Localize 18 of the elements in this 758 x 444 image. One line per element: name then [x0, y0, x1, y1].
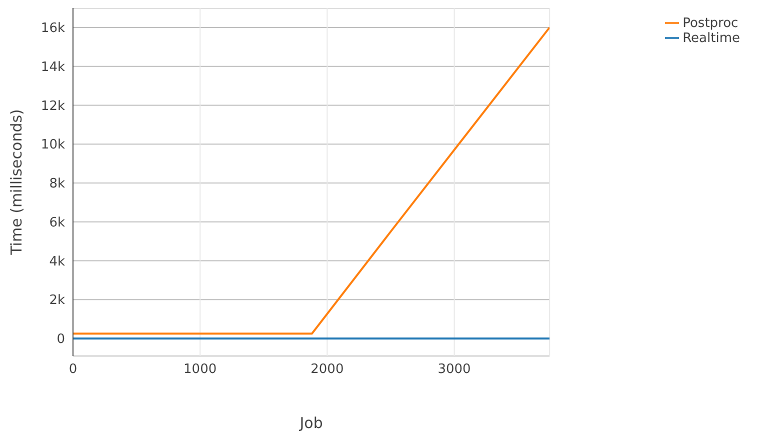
y-tick-label: 0 [56, 332, 65, 348]
y-tick-label: 8k [49, 176, 66, 192]
y-tick-label: 6k [49, 215, 66, 230]
x-tick-label: 0 [68, 362, 78, 378]
line-series [73, 26, 550, 335]
y-axis-title: Time (milliseconds) [7, 109, 26, 256]
legend-label: Postproc [682, 16, 738, 31]
x-axis-title: Job [298, 414, 323, 432]
y-tick-label: 2k [49, 293, 66, 308]
x-tick-label: 1000 [184, 362, 217, 378]
legend-label: Realtime [682, 31, 740, 46]
y-tick-label: 4k [49, 254, 66, 270]
x-tick-label: 3000 [438, 362, 471, 378]
y-tick-label: 16k [40, 21, 66, 36]
y-tick-label: 14k [40, 60, 66, 75]
x-tick-label: 2000 [310, 362, 344, 378]
y-tick-label: 12k [40, 98, 66, 114]
y-tick-label: 10k [40, 138, 66, 153]
